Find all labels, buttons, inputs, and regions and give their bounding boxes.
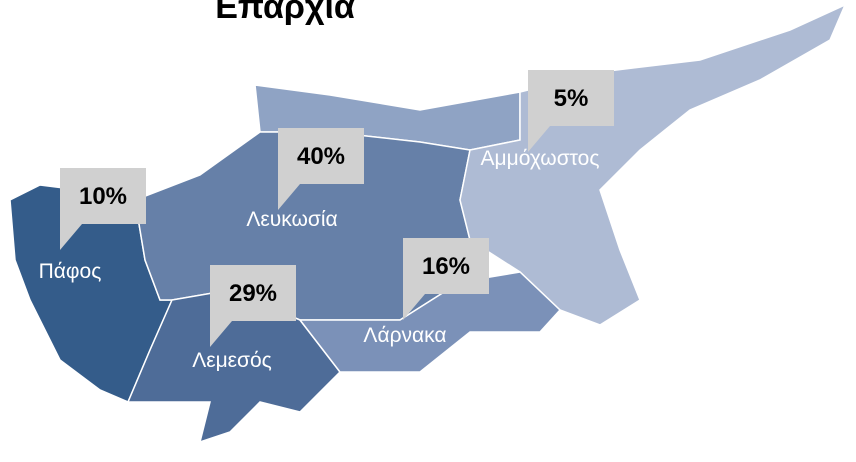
value-label: 29%: [229, 280, 277, 307]
region-name: Λεμεσός: [192, 349, 272, 372]
callout: [60, 168, 146, 250]
map-title: Επαρχία: [215, 0, 355, 26]
region-name: Πάφος: [39, 260, 102, 283]
value-label: 5%: [554, 85, 589, 112]
region-name: Λάρνακα: [363, 324, 446, 347]
callout: [528, 70, 614, 152]
value-label: 40%: [297, 143, 345, 170]
region: [298, 271, 562, 373]
callout: [210, 265, 296, 347]
value-label: 16%: [422, 253, 470, 280]
callout: [278, 128, 364, 210]
value-label: 10%: [79, 183, 127, 210]
callout: [403, 238, 489, 320]
region-name: Λευκωσία: [246, 208, 337, 231]
region-name: Αμμόχωστος: [481, 147, 600, 170]
